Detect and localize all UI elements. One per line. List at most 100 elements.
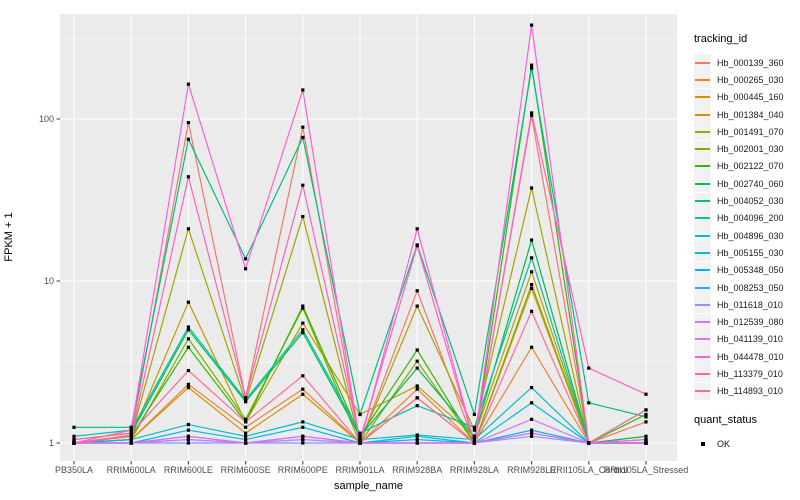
y-tick-label: 1 (49, 438, 54, 448)
legend-entry: Hb_011618_010 (694, 296, 798, 314)
legend-entry: Hb_000265_030 (694, 71, 798, 89)
data-point (72, 437, 76, 442)
point-icon (700, 441, 705, 446)
data-point (530, 238, 534, 242)
x-tick-label: RRIM600SE (221, 465, 271, 475)
data-point (186, 325, 190, 329)
data-point (244, 437, 248, 442)
x-tick-label: RRIM928LE (507, 465, 556, 475)
legend-entry: Hb_004896_030 (694, 227, 798, 245)
data-point (186, 385, 190, 390)
data-point (530, 286, 534, 291)
data-point (415, 404, 419, 408)
data-point (472, 425, 476, 429)
data-point (244, 431, 248, 435)
data-point (301, 387, 305, 391)
series-line-icon (695, 148, 710, 151)
legend-key (694, 313, 711, 331)
data-point (301, 183, 305, 187)
data-point (358, 434, 362, 438)
data-point (415, 441, 419, 445)
legend-key (694, 71, 711, 89)
data-point (644, 437, 648, 442)
legend-status-entry: OK (694, 435, 798, 452)
legend-entry-label: Hb_002740_060 (717, 178, 784, 189)
x-tick-label: RRIM600LE (164, 465, 213, 475)
series-line-icon (695, 372, 710, 375)
series-line-icon (695, 321, 710, 324)
data-point (186, 437, 190, 442)
legend-entry-label: Hb_004096_200 (717, 213, 784, 224)
series-line-icon (695, 269, 710, 272)
legend-key (694, 261, 711, 279)
legend-key (694, 106, 711, 124)
data-point (301, 328, 305, 332)
legend-entry: Hb_002122_070 (694, 157, 798, 175)
data-point (186, 368, 190, 373)
legend-status-key (694, 435, 711, 452)
series-line-icon (695, 390, 710, 393)
data-point (415, 396, 419, 400)
legend-entry-label: Hb_001491_070 (717, 126, 784, 137)
data-point (244, 267, 248, 271)
data-point (301, 331, 305, 335)
data-point (301, 441, 305, 445)
data-point (530, 309, 534, 313)
series-line-icon (695, 200, 710, 203)
data-point (530, 385, 534, 390)
data-point (415, 359, 419, 363)
data-point (186, 337, 190, 341)
data-point (301, 374, 305, 378)
x-tick-label: RRII105LA_Stressed (604, 465, 689, 475)
legend-entry-label: Hb_113379_010 (717, 368, 783, 379)
data-point (301, 214, 305, 219)
data-point (358, 437, 362, 442)
legend-key (694, 88, 711, 106)
data-point (644, 412, 648, 417)
data-point (530, 186, 534, 190)
legend-entry-label: Hb_114893_010 (717, 386, 783, 397)
legend-key (694, 157, 711, 175)
data-point (244, 425, 248, 429)
legend-entry: Hb_004052_030 (694, 192, 798, 210)
legend-key (694, 330, 711, 348)
data-point (244, 441, 248, 445)
data-point (530, 428, 534, 432)
legend-key (694, 140, 711, 158)
legend-entry: Hb_001384_040 (694, 106, 798, 124)
data-point (129, 428, 133, 432)
data-point (358, 412, 362, 417)
data-point (472, 412, 476, 417)
data-point (301, 135, 305, 139)
data-point (644, 408, 648, 412)
data-point (644, 420, 648, 424)
y-axis-title: FPKM + 1 (3, 212, 15, 262)
data-point (129, 441, 133, 445)
legend-status-title: quant_status (694, 413, 757, 426)
legend-entry-label: Hb_005155_030 (717, 247, 784, 258)
data-point (415, 387, 419, 391)
legend-entry-label: Hb_012539_080 (717, 317, 784, 328)
legend-key (694, 348, 711, 366)
legend-key (694, 209, 711, 227)
legend-entry-label: Hb_004052_030 (717, 196, 784, 207)
data-point (530, 434, 534, 438)
data-point (301, 392, 305, 396)
data-point (587, 401, 591, 405)
data-point (301, 437, 305, 442)
legend-series-entries: Hb_000139_360 Hb_000265_030 Hb_000445_160 H… (694, 54, 798, 400)
data-point (530, 113, 534, 118)
y-tick-label: 100 (39, 114, 54, 124)
legend-entry: Hb_004096_200 (694, 209, 798, 227)
data-point (186, 137, 190, 141)
data-point (244, 420, 248, 424)
series-line-icon (695, 251, 710, 254)
data-point (244, 434, 248, 438)
series-line-icon (695, 217, 710, 220)
data-point (186, 428, 190, 432)
data-point (587, 441, 591, 445)
data-point (129, 434, 133, 438)
data-point (472, 437, 476, 442)
series-line-icon (695, 355, 710, 358)
